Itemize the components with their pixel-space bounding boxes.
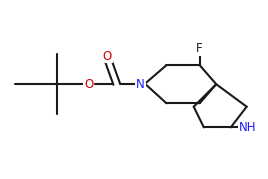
Text: NH: NH (239, 121, 257, 134)
Text: O: O (103, 50, 112, 62)
Text: N: N (136, 78, 145, 91)
Text: F: F (196, 42, 203, 55)
Text: O: O (84, 78, 94, 91)
